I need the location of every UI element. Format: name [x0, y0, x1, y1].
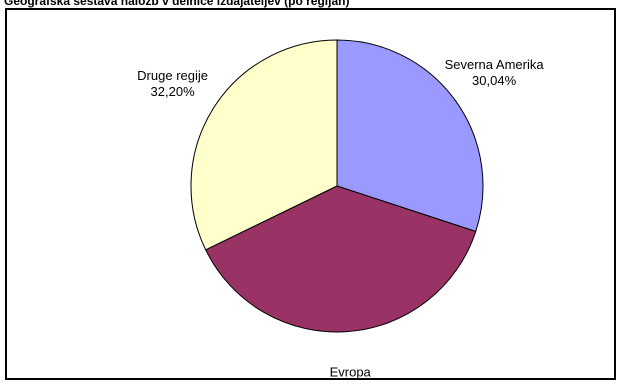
pie-label-druge-regije: Druge regije 32,20%: [137, 68, 208, 99]
pie-label-severna-amerika: Severna Amerika 30,04%: [445, 57, 545, 88]
pie-slice-evropa: [205, 185, 477, 333]
chart-title: Geografska sestava naložb v delnice izda…: [4, 0, 350, 8]
pie-slice-severna-amerika: [336, 39, 484, 233]
pie-slices: [190, 39, 484, 333]
pie-slice-druge-regije: [190, 39, 338, 251]
pie-label-evropa: Evropa37,76%: [328, 365, 373, 378]
